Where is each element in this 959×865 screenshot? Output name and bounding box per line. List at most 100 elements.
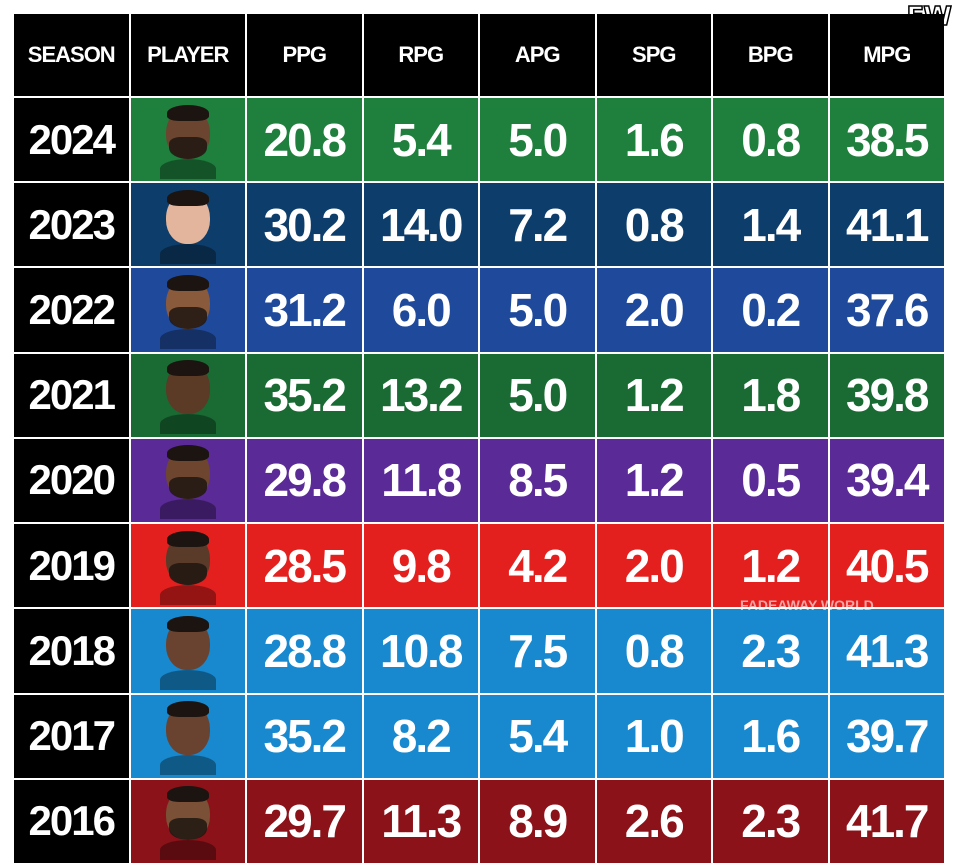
rpg-cell: 5.4 bbox=[363, 98, 478, 182]
apg-cell: 5.0 bbox=[480, 268, 595, 352]
apg-cell: 8.9 bbox=[480, 779, 595, 863]
ppg-cell: 28.8 bbox=[247, 609, 362, 693]
header-mpg: MPG bbox=[829, 14, 944, 96]
table-row: 2024 20.8 5.4 5.0 1.6 0.8 38.5 bbox=[14, 98, 944, 182]
mpg-cell: 41.7 bbox=[829, 779, 944, 863]
spg-cell: 0.8 bbox=[596, 183, 711, 267]
season-cell: 2016 bbox=[14, 779, 129, 863]
player-headshot bbox=[159, 527, 216, 605]
bpg-cell: 1.2 bbox=[713, 524, 828, 608]
mpg-cell: 37.6 bbox=[829, 268, 944, 352]
header-ppg: PPG bbox=[247, 14, 362, 96]
rpg-cell: 11.3 bbox=[363, 779, 478, 863]
player-headshot bbox=[159, 186, 216, 264]
player-photo-cell bbox=[130, 524, 245, 608]
table-row: 2019 28.5 9.8 4.2 2.0 1.2 40.5 bbox=[14, 524, 944, 608]
header-bpg: BPG bbox=[713, 14, 828, 96]
apg-cell: 8.5 bbox=[480, 438, 595, 523]
rpg-cell: 10.8 bbox=[363, 609, 478, 693]
spg-cell: 1.6 bbox=[596, 98, 711, 182]
apg-cell: 5.0 bbox=[480, 98, 595, 182]
rpg-cell: 6.0 bbox=[363, 268, 478, 352]
player-headshot bbox=[159, 782, 216, 861]
player-photo-cell bbox=[130, 694, 245, 778]
player-headshot bbox=[159, 271, 216, 350]
bpg-cell: 2.3 bbox=[713, 609, 828, 693]
header-player: PLAYER bbox=[130, 14, 245, 96]
apg-cell: 5.0 bbox=[480, 353, 595, 437]
rpg-cell: 13.2 bbox=[363, 353, 478, 437]
ppg-cell: 35.2 bbox=[247, 353, 362, 437]
spg-cell: 1.2 bbox=[596, 353, 711, 437]
player-headshot bbox=[159, 356, 216, 435]
table-row: 2017 35.2 8.2 5.4 1.0 1.6 39.7 bbox=[14, 694, 944, 778]
ppg-cell: 28.5 bbox=[247, 524, 362, 608]
table-row: 2023 30.2 14.0 7.2 0.8 1.4 41.1 bbox=[14, 183, 944, 267]
bpg-cell: 1.4 bbox=[713, 183, 828, 267]
table-row: 2021 35.2 13.2 5.0 1.2 1.8 39.8 bbox=[14, 353, 944, 437]
bpg-cell: 0.5 bbox=[713, 438, 828, 523]
rpg-cell: 8.2 bbox=[363, 694, 478, 778]
spg-cell: 0.8 bbox=[596, 609, 711, 693]
season-cell: 2022 bbox=[14, 268, 129, 352]
table-row: 2018 28.8 10.8 7.5 0.8 2.3 41.3 bbox=[14, 609, 944, 693]
season-cell: 2018 bbox=[14, 609, 129, 693]
bpg-cell: 1.6 bbox=[713, 694, 828, 778]
bpg-cell: 2.3 bbox=[713, 779, 828, 863]
player-photo-cell bbox=[130, 779, 245, 863]
spg-cell: 2.6 bbox=[596, 779, 711, 863]
apg-cell: 4.2 bbox=[480, 524, 595, 608]
ppg-cell: 20.8 bbox=[247, 98, 362, 182]
player-headshot bbox=[159, 697, 216, 776]
watermark: FADEAWAY WORLD bbox=[740, 597, 874, 613]
player-headshot bbox=[159, 101, 216, 179]
mpg-cell: 39.4 bbox=[829, 438, 944, 523]
header-row: SEASON PLAYER PPG RPG APG SPG BPG MPG bbox=[14, 14, 944, 96]
stats-table: SEASON PLAYER PPG RPG APG SPG BPG MPG 20… bbox=[12, 12, 946, 865]
rpg-cell: 11.8 bbox=[363, 438, 478, 523]
table-row: 2022 31.2 6.0 5.0 2.0 0.2 37.6 bbox=[14, 268, 944, 352]
player-headshot bbox=[159, 441, 216, 520]
spg-cell: 1.2 bbox=[596, 438, 711, 523]
season-cell: 2017 bbox=[14, 694, 129, 778]
bpg-cell: 1.8 bbox=[713, 353, 828, 437]
header-apg: APG bbox=[480, 14, 595, 96]
player-photo-cell bbox=[130, 268, 245, 352]
table-row: 2020 29.8 11.8 8.5 1.2 0.5 39.4 bbox=[14, 438, 944, 523]
bpg-cell: 0.2 bbox=[713, 268, 828, 352]
season-cell: 2024 bbox=[14, 98, 129, 182]
rpg-cell: 14.0 bbox=[363, 183, 478, 267]
ppg-cell: 31.2 bbox=[247, 268, 362, 352]
player-photo-cell bbox=[130, 98, 245, 182]
season-cell: 2021 bbox=[14, 353, 129, 437]
player-headshot bbox=[159, 612, 216, 690]
spg-cell: 2.0 bbox=[596, 524, 711, 608]
apg-cell: 7.5 bbox=[480, 609, 595, 693]
mpg-cell: 41.3 bbox=[829, 609, 944, 693]
season-cell: 2020 bbox=[14, 438, 129, 523]
bpg-cell: 0.8 bbox=[713, 98, 828, 182]
player-photo-cell bbox=[130, 438, 245, 523]
table-body: 2024 20.8 5.4 5.0 1.6 0.8 38.5 2023 30.2 14.0 7.2 0… bbox=[14, 98, 944, 863]
apg-cell: 7.2 bbox=[480, 183, 595, 267]
ppg-cell: 29.8 bbox=[247, 438, 362, 523]
ppg-cell: 29.7 bbox=[247, 779, 362, 863]
mpg-cell: 41.1 bbox=[829, 183, 944, 267]
header-season: SEASON bbox=[14, 14, 129, 96]
mpg-cell: 38.5 bbox=[829, 98, 944, 182]
rpg-cell: 9.8 bbox=[363, 524, 478, 608]
table-row: 2016 29.7 11.3 8.9 2.6 2.3 41.7 bbox=[14, 779, 944, 863]
header-spg: SPG bbox=[596, 14, 711, 96]
season-cell: 2019 bbox=[14, 524, 129, 608]
mpg-cell: 40.5 bbox=[829, 524, 944, 608]
spg-cell: 1.0 bbox=[596, 694, 711, 778]
ppg-cell: 35.2 bbox=[247, 694, 362, 778]
season-cell: 2023 bbox=[14, 183, 129, 267]
player-photo-cell bbox=[130, 353, 245, 437]
player-photo-cell bbox=[130, 609, 245, 693]
ppg-cell: 30.2 bbox=[247, 183, 362, 267]
apg-cell: 5.4 bbox=[480, 694, 595, 778]
mpg-cell: 39.8 bbox=[829, 353, 944, 437]
spg-cell: 2.0 bbox=[596, 268, 711, 352]
player-photo-cell bbox=[130, 183, 245, 267]
